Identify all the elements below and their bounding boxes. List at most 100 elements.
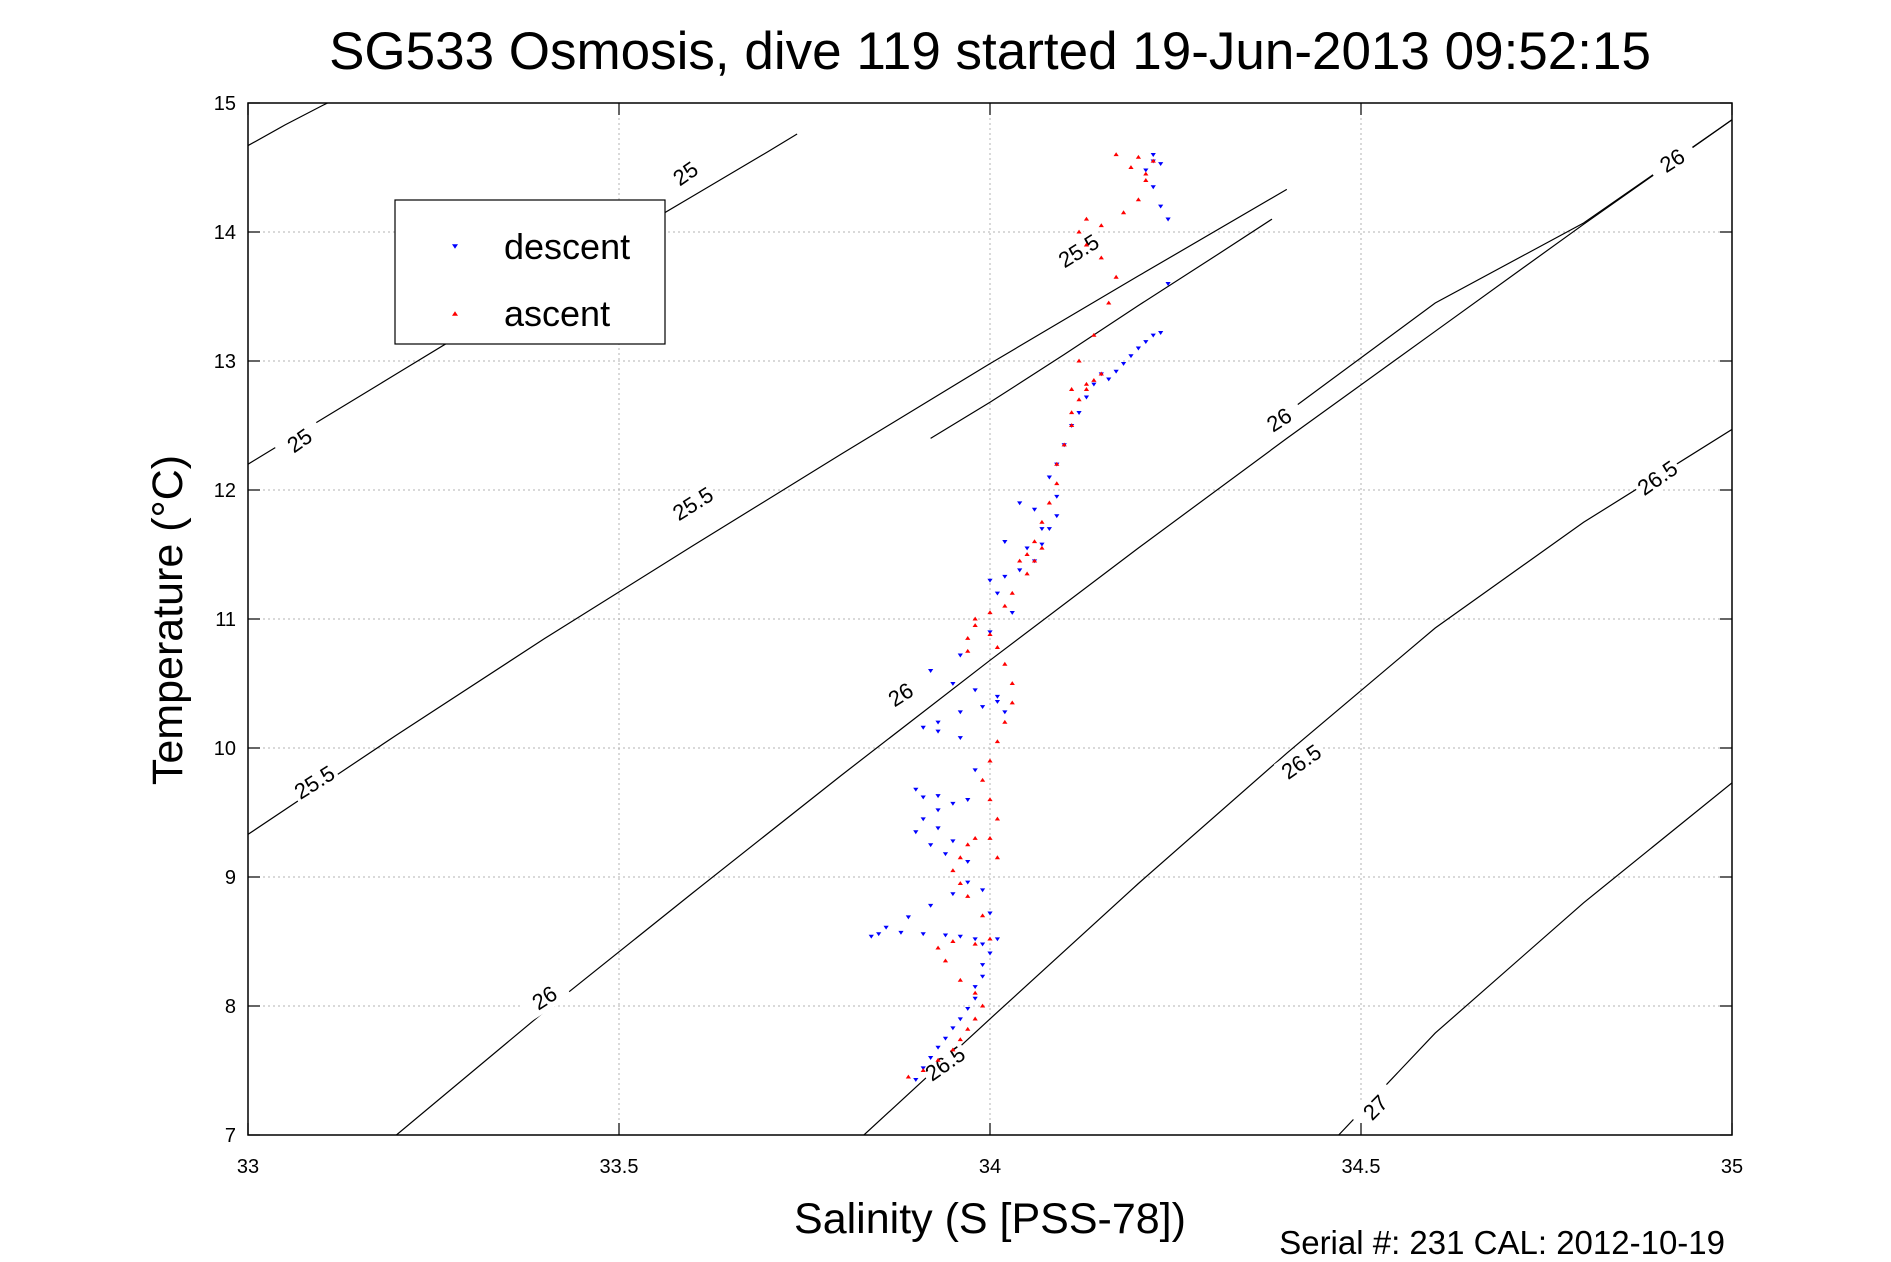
ascent-point xyxy=(979,777,986,782)
descent-point xyxy=(942,852,949,857)
descent-point xyxy=(1009,610,1015,615)
descent-point xyxy=(920,795,926,800)
descent-point xyxy=(1017,568,1023,573)
descent-point xyxy=(876,932,882,937)
descent-point xyxy=(979,974,986,979)
y-tick-label: 13 xyxy=(214,351,236,373)
contour-label-bg xyxy=(658,148,713,198)
legend-descent-symbol xyxy=(452,244,458,249)
ascent-point xyxy=(1069,410,1075,415)
descent-point xyxy=(950,801,956,806)
x-tick-label: 33.5 xyxy=(600,1156,639,1178)
ascent-point xyxy=(1009,700,1015,705)
descent-point xyxy=(1150,153,1156,157)
descent-point xyxy=(1158,162,1164,166)
descent-point xyxy=(994,700,1001,704)
ascent-point xyxy=(1069,387,1075,391)
ascent-point xyxy=(987,758,993,763)
descent-point xyxy=(994,694,1001,699)
descent-point xyxy=(935,808,941,813)
data-series xyxy=(868,152,1171,1082)
ascent-point xyxy=(935,945,941,950)
ascent-point xyxy=(1061,442,1067,447)
descent-point xyxy=(965,880,971,885)
descent-point xyxy=(1165,282,1171,286)
contour-label-bg xyxy=(1273,736,1329,786)
ascent-point xyxy=(957,881,963,886)
descent-point xyxy=(1158,204,1164,209)
ascent-point xyxy=(950,1047,956,1052)
ascent-point xyxy=(987,797,993,802)
ascent-point xyxy=(1024,571,1030,576)
descent-point xyxy=(1076,411,1082,415)
ascent-point xyxy=(987,632,993,637)
ascent-point xyxy=(1031,539,1038,544)
ascent-point xyxy=(994,816,1001,821)
legend: descent ascent xyxy=(394,199,666,345)
descent-point xyxy=(920,817,926,822)
descent-point xyxy=(935,720,941,725)
descent-point xyxy=(942,1036,949,1041)
descent-point xyxy=(994,591,1001,596)
ascent-point xyxy=(994,739,1001,744)
descent-point xyxy=(935,729,941,734)
ascent-point xyxy=(1113,152,1119,157)
descent-point xyxy=(972,688,978,693)
ascent-point xyxy=(972,835,978,840)
ascent-point xyxy=(994,645,1001,649)
descent-point xyxy=(1120,362,1127,366)
ascent-point xyxy=(972,941,978,946)
ascent-point xyxy=(994,855,1001,860)
ascent-point xyxy=(1120,210,1127,215)
legend-label-ascent: ascent xyxy=(504,293,610,334)
descent-point xyxy=(1158,331,1164,335)
descent-point xyxy=(950,892,956,897)
descent-point xyxy=(1054,494,1060,499)
ascent-point xyxy=(1128,165,1134,170)
descent-point xyxy=(913,1077,919,1082)
ascent-point xyxy=(1083,381,1090,386)
descent-point xyxy=(994,937,1001,942)
ascent-point xyxy=(950,939,956,944)
descent-point xyxy=(1002,574,1008,579)
x-tick-label: 34.5 xyxy=(1342,1156,1381,1178)
isopycnal-27 xyxy=(1338,782,1732,1135)
ascent-point xyxy=(1098,371,1104,376)
descent-point xyxy=(957,934,963,939)
contour-label-bg xyxy=(272,415,327,465)
descent-point xyxy=(957,736,963,741)
descent-point xyxy=(928,843,934,848)
ascent-point xyxy=(905,1074,911,1079)
ascent-point xyxy=(1150,158,1156,163)
ascent-point xyxy=(1076,397,1082,402)
descent-point xyxy=(935,794,941,799)
descent-point xyxy=(1091,382,1097,387)
descent-point xyxy=(950,681,956,686)
ascent-point xyxy=(1076,358,1082,363)
serial-cal-footer: Serial #: 231 CAL: 2012-10-19 xyxy=(1279,1224,1725,1261)
descent-point xyxy=(987,951,993,956)
legend-marker-descent xyxy=(452,244,458,249)
descent-point xyxy=(1002,710,1008,715)
ascent-point xyxy=(1031,558,1038,563)
descent-point xyxy=(883,925,889,930)
descent-point xyxy=(987,578,993,583)
y-tick-label: 14 xyxy=(214,222,236,244)
descent-point xyxy=(965,798,971,802)
descent-point xyxy=(979,888,986,893)
contour-label-bg xyxy=(517,973,572,1022)
y-axis-label: Temperature (°C) xyxy=(144,455,192,785)
descent-point xyxy=(868,934,874,939)
ascent-point xyxy=(965,1026,971,1031)
contour-label-bg xyxy=(1251,395,1307,444)
contour-label-bg xyxy=(1630,453,1685,502)
y-tick-label: 15 xyxy=(214,93,236,115)
contour-label-bg xyxy=(917,1038,973,1088)
ascent-point xyxy=(1091,378,1097,382)
descent-point xyxy=(979,963,986,968)
descent-point xyxy=(957,710,963,715)
descent-point xyxy=(972,985,978,989)
descent-point xyxy=(1054,514,1060,519)
